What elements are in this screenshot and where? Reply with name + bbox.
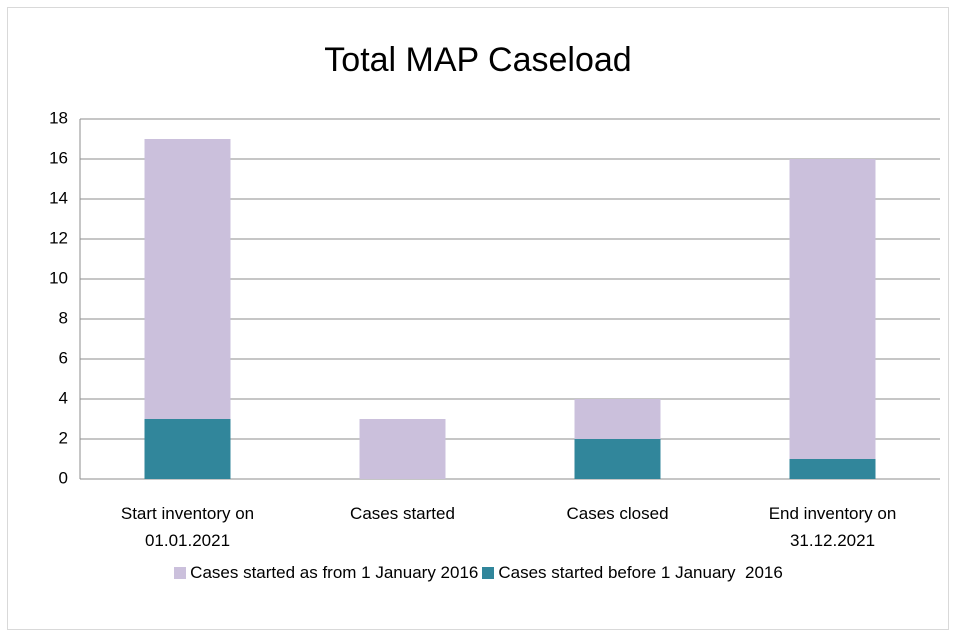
x-tick-label: End inventory on 31.12.2021	[768, 504, 897, 550]
bar-segment	[574, 399, 661, 439]
chart-border	[7, 7, 949, 630]
legend-label: Cases started as from 1 January 2016	[190, 563, 479, 582]
legend-item: Cases started as from 1 January 2016	[174, 563, 478, 583]
y-tick-label: 10	[49, 268, 68, 287]
y-tick-label: 18	[49, 108, 68, 127]
x-tick-label: Cases started	[350, 504, 455, 523]
y-tick-label: 6	[59, 348, 68, 367]
y-tick-label: 14	[49, 188, 68, 207]
bar-segment	[144, 419, 231, 479]
bar-segment	[574, 439, 661, 479]
y-tick-label: 16	[49, 148, 68, 167]
bar-segment	[789, 459, 876, 479]
x-tick-label: Start inventory on 01.01.2021	[120, 504, 255, 550]
y-tick-label: 12	[49, 228, 68, 247]
chart-title: Total MAP Caseload	[324, 41, 631, 79]
legend-item: Cases started before 1 January 2016	[482, 563, 783, 583]
legend: Cases started as from 1 January 2016 Case…	[0, 563, 957, 583]
legend-label: Cases started before 1 January 2016	[498, 563, 783, 582]
y-tick-label: 0	[59, 468, 68, 487]
legend-swatch	[482, 567, 495, 579]
bar-segment	[144, 139, 231, 419]
y-tick-label: 8	[59, 308, 68, 327]
bar-segment	[359, 419, 446, 479]
legend-swatch	[174, 567, 187, 579]
y-tick-label: 2	[59, 428, 68, 447]
x-tick-label: Cases closed	[566, 504, 669, 523]
y-tick-label: 4	[59, 388, 68, 407]
bar-segment	[789, 159, 876, 459]
